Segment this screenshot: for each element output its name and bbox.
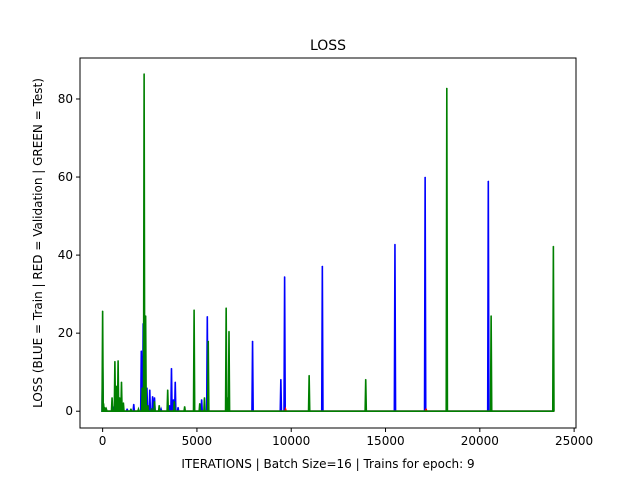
data-point-2-2 <box>104 406 106 408</box>
data-point-0-24 <box>252 340 253 342</box>
y-axis-label: LOSS (BLUE = Train | RED = Validation | … <box>31 78 45 408</box>
data-point-0-14 <box>152 395 154 397</box>
x-tick-label: 10000 <box>272 434 310 448</box>
data-point-0-30 <box>487 180 489 182</box>
data-point-0-17 <box>169 404 170 406</box>
data-point-0-15 <box>154 397 155 398</box>
data-point-2-29 <box>228 330 230 332</box>
y-tick-label: 80 <box>58 92 73 106</box>
data-point-0-28 <box>394 243 396 245</box>
data-point-2-19 <box>158 404 160 406</box>
data-point-1-4 <box>425 408 427 410</box>
y-axis-ticks: 0 20 40 60 80 <box>58 92 80 418</box>
data-point-2-4 <box>111 397 113 398</box>
data-point-0-8 <box>133 403 135 405</box>
data-point-2-0 <box>102 310 104 312</box>
data-point-2-33 <box>490 315 492 316</box>
data-point-2-5 <box>114 360 116 362</box>
data-point-0-16 <box>160 408 162 410</box>
data-point-2-23 <box>193 309 195 311</box>
chart-title: LOSS <box>310 38 346 54</box>
data-point-2-27 <box>225 307 227 309</box>
data-point-2-1 <box>103 403 104 404</box>
plot-area <box>101 73 555 413</box>
data-point-2-22 <box>184 406 186 407</box>
data-point-2-16 <box>147 404 149 406</box>
x-axis-ticks: 0 5000 10000 15000 20000 25000 <box>99 428 593 448</box>
data-point-2-11 <box>130 408 132 410</box>
y-tick-label: 0 <box>65 404 73 418</box>
data-point-2-8 <box>119 397 121 398</box>
data-point-0-26 <box>284 276 286 277</box>
data-point-2-6 <box>116 385 118 387</box>
data-point-2-14 <box>143 73 145 75</box>
data-point-2-15 <box>145 315 147 316</box>
data-point-2-24 <box>199 403 201 404</box>
x-tick-label: 20000 <box>461 434 499 448</box>
x-tick-label: 25000 <box>555 434 593 448</box>
data-point-2-7 <box>117 360 119 361</box>
data-point-2-17 <box>151 408 153 409</box>
data-point-2-21 <box>173 401 175 402</box>
data-point-2-12 <box>138 408 139 410</box>
data-point-0-9 <box>140 350 142 352</box>
data-point-2-10 <box>122 402 124 404</box>
x-tick-label: 5000 <box>182 434 213 448</box>
data-point-0-25 <box>280 378 282 380</box>
data-point-0-29 <box>424 176 426 178</box>
axes-frame <box>79 57 577 429</box>
data-point-2-13 <box>141 387 143 389</box>
data-point-0-20 <box>174 381 176 383</box>
data-point-0-23 <box>206 315 208 317</box>
data-point-0-27 <box>321 265 323 267</box>
y-tick-label: 20 <box>58 326 73 340</box>
data-point-0-7 <box>126 408 128 410</box>
data-point-2-31 <box>365 378 367 380</box>
x-tick-label: 15000 <box>366 434 404 448</box>
data-point-2-18 <box>154 401 155 402</box>
data-point-0-19 <box>172 399 174 400</box>
x-tick-label: 0 <box>99 434 107 448</box>
data-point-0-22 <box>201 399 203 400</box>
data-point-0-21 <box>177 406 179 408</box>
data-point-2-28 <box>227 397 229 398</box>
data-point-1-3 <box>285 408 286 410</box>
data-point-2-25 <box>204 397 205 398</box>
data-point-2-3 <box>106 408 107 410</box>
data-point-2-9 <box>121 381 122 383</box>
data-point-2-20 <box>167 389 169 391</box>
data-point-2-34 <box>552 245 554 247</box>
data-point-0-18 <box>171 367 172 369</box>
data-point-2-26 <box>207 340 209 342</box>
y-tick-label: 60 <box>58 170 73 184</box>
x-axis-label: ITERATIONS | Batch Size=16 | Trains for … <box>181 457 474 471</box>
data-point-2-30 <box>308 374 310 376</box>
data-point-0-13 <box>149 389 151 391</box>
data-point-2-32 <box>446 87 448 89</box>
y-tick-label: 40 <box>58 248 73 262</box>
